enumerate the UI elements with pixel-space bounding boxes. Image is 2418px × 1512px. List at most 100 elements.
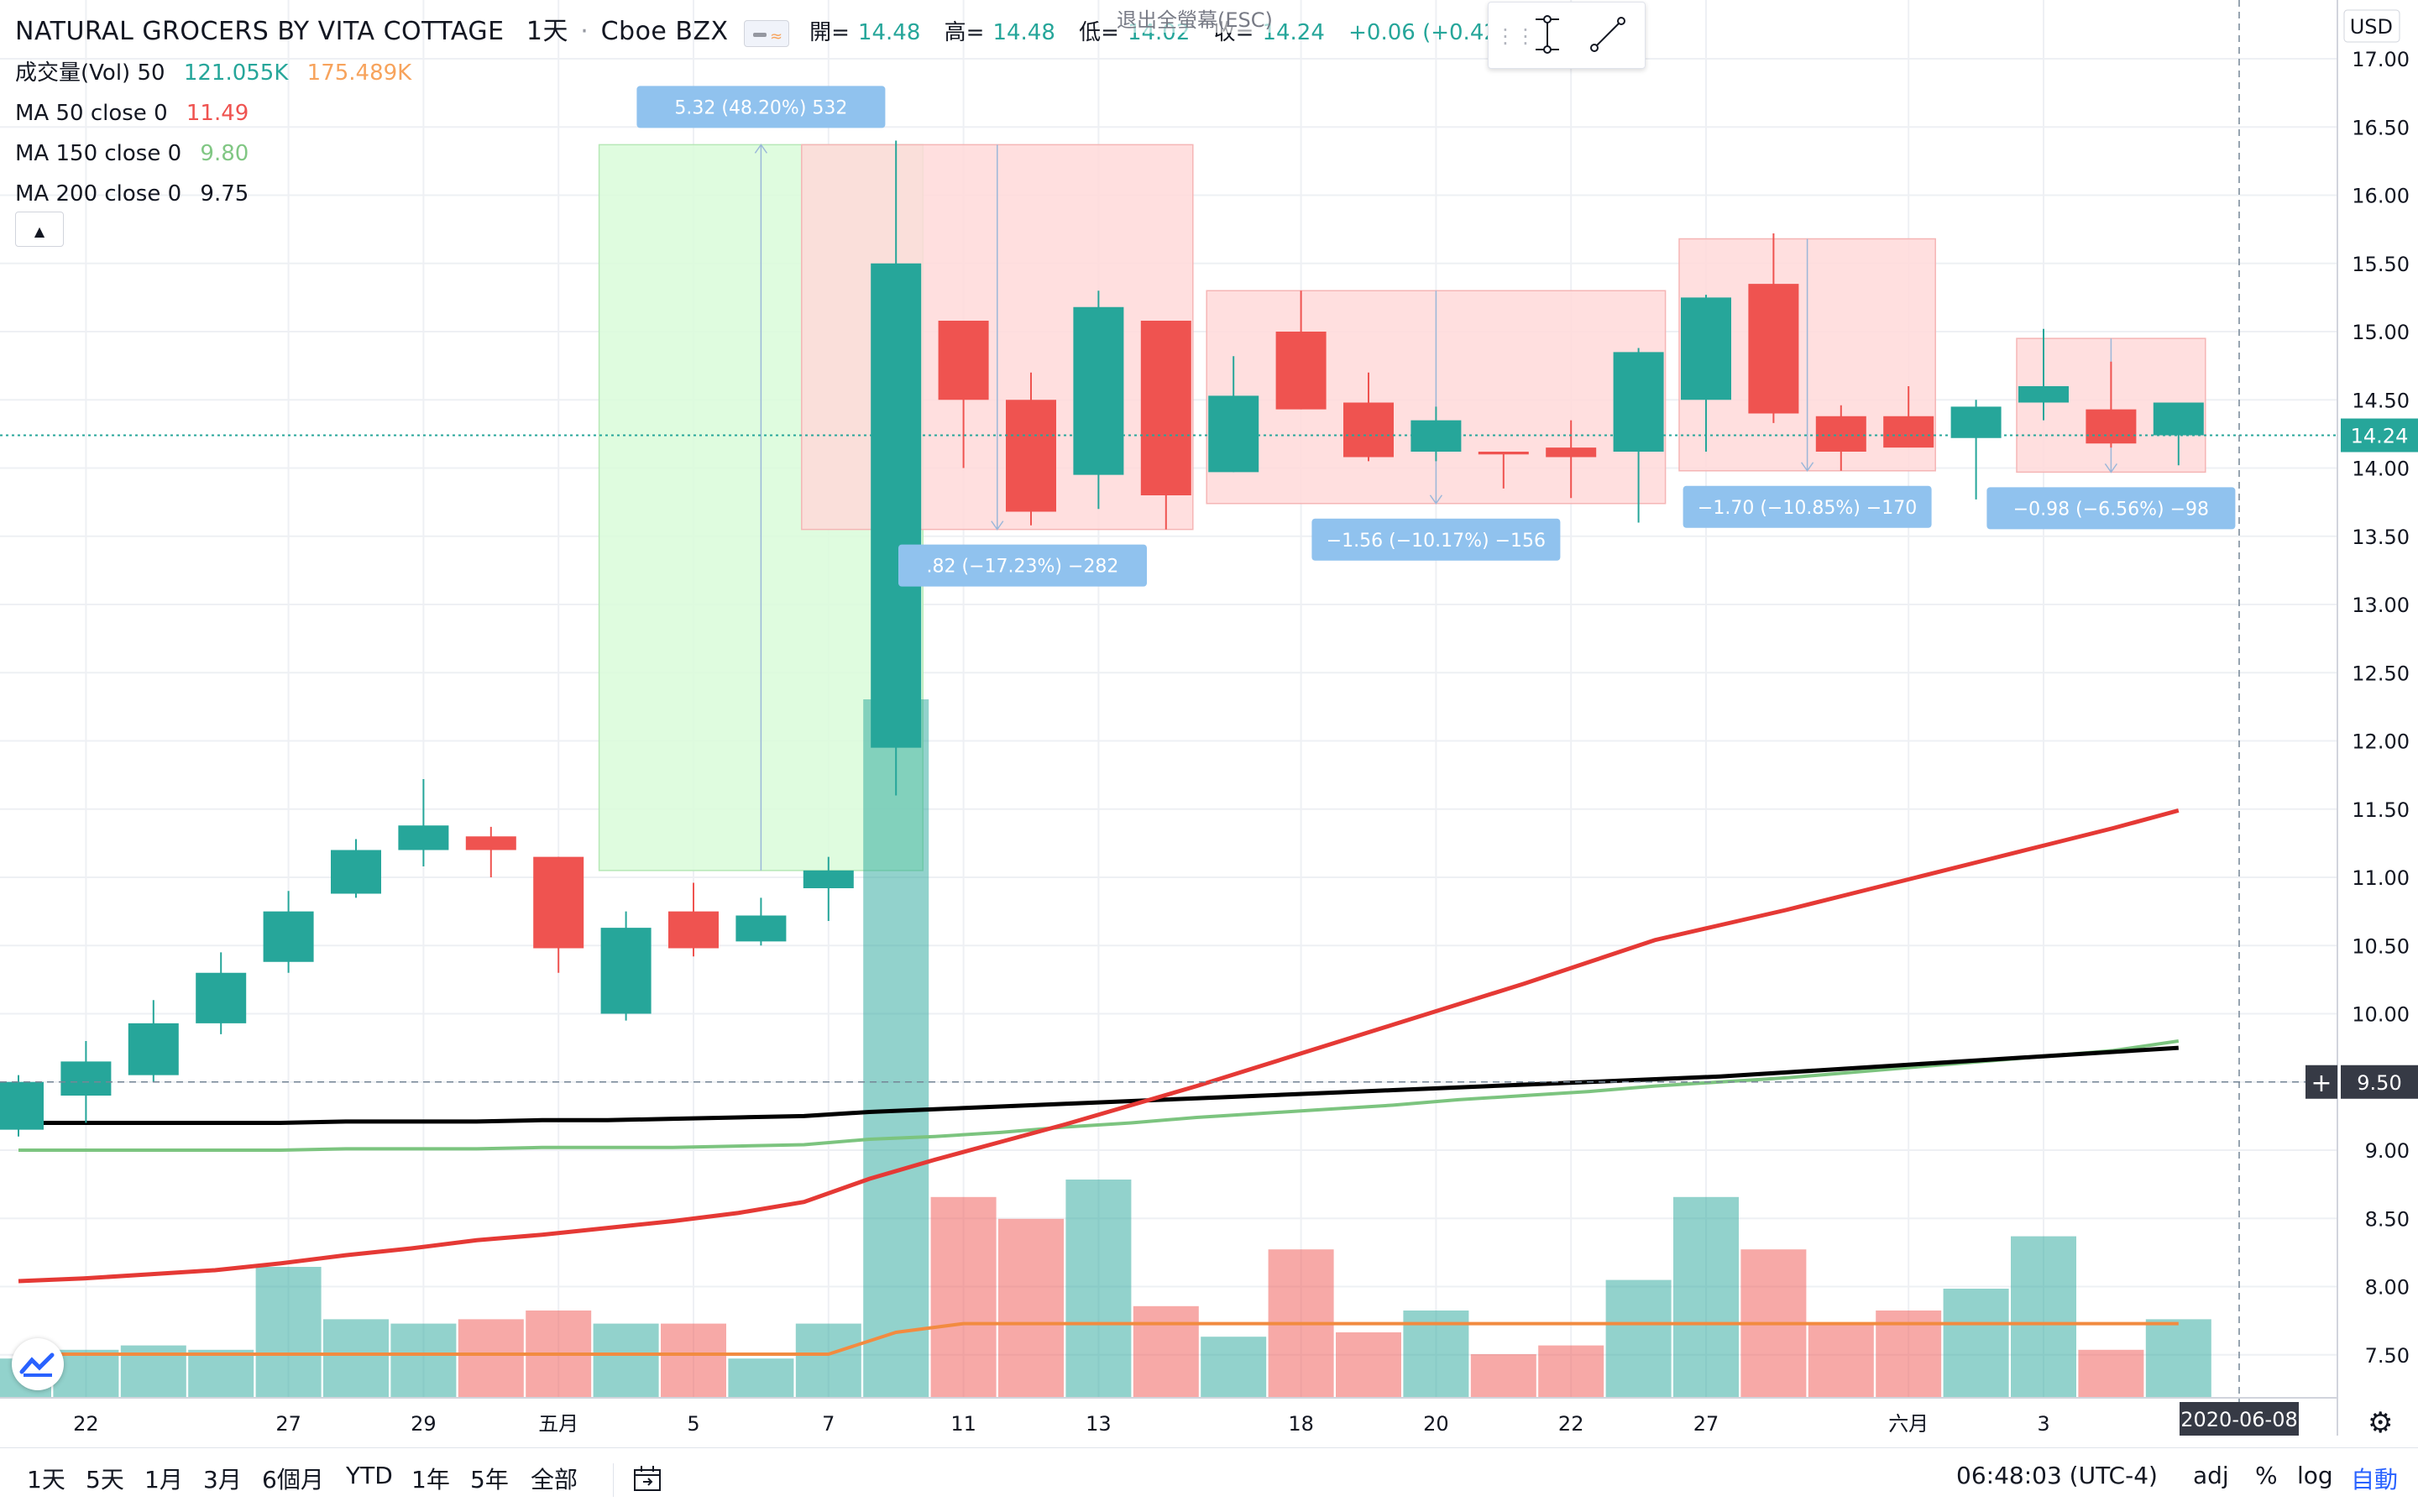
log-scale-toggle[interactable]: log [2297, 1462, 2333, 1489]
price-tick-label: 12.00 [2352, 730, 2410, 754]
range-1m-button[interactable]: 1月 [144, 1466, 183, 1494]
range-1y-button[interactable]: 1年 [411, 1466, 450, 1494]
ma50-line [18, 808, 2180, 1284]
candle-body [1343, 402, 1394, 458]
exchange-label: Cboe BZX [600, 17, 729, 46]
volume-bar [1065, 1180, 1132, 1398]
drawing-toolbar[interactable]: ⋮⋮ [1488, 2, 1646, 69]
candle-body [1748, 284, 1799, 414]
candle-body [600, 928, 652, 1014]
range-5d-button[interactable]: 5天 [86, 1466, 124, 1494]
candlesticks [0, 140, 2204, 1137]
range-1d-button[interactable]: 1天 [27, 1466, 65, 1494]
candle-body [1681, 297, 1731, 400]
price-tick-label: 11.00 [2352, 866, 2410, 890]
ma200-label: MA 200 close 0 [15, 181, 182, 207]
tradingview-logo-icon[interactable] [12, 1338, 64, 1390]
candle-body [1815, 416, 1866, 452]
date-tick-label: 18 [1288, 1412, 1314, 1436]
auto-scale-toggle[interactable]: 自動 [2351, 1466, 2399, 1494]
measure-label-bg [898, 544, 1147, 587]
volume-bar [1336, 1332, 1401, 1398]
candle-body [1950, 406, 2002, 438]
volume-bar [2011, 1236, 2076, 1398]
volume-legend[interactable]: 成交量(Vol) 50 121.055K 175.489K [15, 53, 1536, 93]
adj-toggle[interactable]: adj [2193, 1462, 2229, 1489]
trend-line-icon[interactable] [1583, 11, 1633, 58]
measure-arrowhead [1800, 462, 1814, 473]
high-label: 高= [944, 20, 985, 45]
date-tick-label: 22 [73, 1412, 99, 1436]
price-tick-label: 16.00 [2352, 185, 2410, 208]
candle-body [1140, 321, 1191, 495]
measure-label: .82 (−17.23%) −282 [927, 557, 1119, 578]
calendar-goto-icon[interactable] [631, 1463, 665, 1499]
price-tick-label: 16.50 [2352, 116, 2410, 139]
crosshair-price-badge [2341, 1065, 2418, 1099]
candle-body [398, 825, 449, 850]
volume-bar [1470, 1354, 1536, 1398]
candle-body [1073, 306, 1124, 475]
crosshair-price-label: 9.50 [2357, 1071, 2401, 1095]
measure-label: −1.56 (−10.17%) −156 [1327, 531, 1546, 552]
collapse-legend-button[interactable]: ▲ [15, 212, 64, 247]
clock-timezone[interactable]: 06:48:03 (UTC-4) [1956, 1462, 2158, 1489]
range-ytd-button[interactable]: YTD [346, 1462, 393, 1489]
volume-bar [323, 1319, 389, 1398]
settings-gear-icon[interactable]: ⚙ [2368, 1406, 2394, 1440]
volume-bar [728, 1358, 794, 1398]
candle-body [871, 263, 922, 748]
volume-bar [1201, 1337, 1267, 1398]
volume-bar [795, 1323, 861, 1398]
range-5y-button[interactable]: 5年 [470, 1466, 509, 1494]
volume-bar [2078, 1349, 2144, 1398]
drag-handle-icon[interactable]: ⋮⋮ [1495, 24, 1536, 48]
volume-bar [1673, 1196, 1739, 1398]
ma150-label: MA 150 close 0 [15, 141, 182, 166]
currency-label: USD [2350, 15, 2393, 39]
ma200-legend[interactable]: MA 200 close 0 9.75 [15, 174, 1536, 214]
symbol-title[interactable]: NATURAL GROCERS BY VITA COTTAGE [15, 17, 505, 46]
candle-body [2086, 409, 2137, 444]
price-chart[interactable]: 5.32 (48.20%) 532 .82 (−17.23%) −282 −1.56… [0, 0, 2418, 1447]
range-3m-button[interactable]: 3月 [203, 1466, 242, 1494]
candle-body [735, 915, 787, 942]
volume-bar [53, 1349, 119, 1398]
percent-scale-toggle[interactable]: % [2255, 1462, 2278, 1489]
open-label: 開= [809, 20, 850, 45]
price-tick-label: 13.50 [2352, 526, 2410, 549]
measure-label: 5.32 (48.20%) 532 [674, 97, 847, 118]
range-6m-button[interactable]: 6個月 [262, 1466, 324, 1494]
measure-labels: 5.32 (48.20%) 532 .82 (−17.23%) −282 −1.56… [636, 86, 2236, 587]
interval-label[interactable]: 1天 [526, 17, 568, 46]
price-tick-label: 14.50 [2352, 389, 2410, 412]
measure-label-bg [1683, 485, 1932, 528]
price-range-icon[interactable] [1522, 11, 1573, 58]
date-tick-label: 五月 [538, 1412, 578, 1436]
candle-body [196, 972, 247, 1023]
date-tick-label: 20 [1423, 1412, 1449, 1436]
candle-body [1478, 452, 1529, 455]
price-tick-label: 10.50 [2352, 934, 2410, 958]
measure-label-bg [1311, 518, 1561, 561]
candle-body [128, 1023, 179, 1075]
ma150-legend[interactable]: MA 150 close 0 9.80 [15, 133, 1536, 174]
candle-body [1613, 352, 1664, 452]
ma50-legend[interactable]: MA 50 close 0 11.49 [15, 93, 1536, 133]
range-all-button[interactable]: 全部 [531, 1466, 578, 1494]
date-tick-label: 13 [1086, 1412, 1112, 1436]
date-tick-label: 六月 [1888, 1412, 1929, 1436]
volume-value: 121.055K [183, 60, 289, 86]
measure-arrowhead [991, 521, 1004, 531]
volume-bars [0, 699, 2211, 1398]
visibility-toggle-icon[interactable]: ≈ [743, 19, 789, 47]
price-axis[interactable]: USD 17.00 16.50 16.00 15.50 15.00 14.50 14.00 13… [2305, 0, 2418, 1436]
chart-legend: NATURAL GROCERS BY VITA COTTAGE 1天 · Cbo… [15, 12, 1536, 214]
ma200-value: 9.75 [200, 181, 249, 207]
ma200-line [18, 1045, 2179, 1125]
exit-fullscreen-hint[interactable]: 退出全螢幕(ESC) [1117, 3, 1273, 33]
volume-label: 成交量(Vol) 50 [15, 60, 165, 86]
time-axis[interactable]: 22 27 29 五月 5 7 11 13 18 20 22 27 六月 3 2020-06-08 [0, 1397, 2337, 1436]
price-tick-label: 11.50 [2352, 798, 2410, 822]
price-tick-label: 12.50 [2352, 662, 2410, 685]
